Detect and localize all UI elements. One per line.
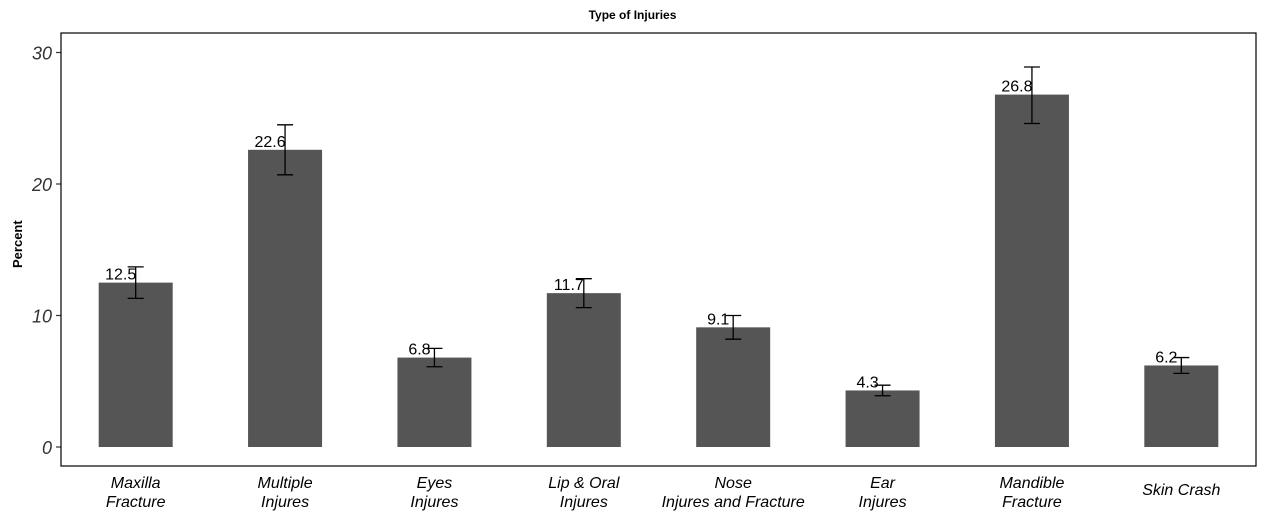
data-label: 9.1	[707, 311, 729, 328]
data-label: 26.8	[1001, 79, 1032, 96]
x-tick-label: Lip & Oral	[548, 475, 620, 492]
x-tick-label: Injures	[261, 494, 309, 511]
x-tick-label: Multiple	[257, 475, 312, 492]
x-tick-label: Nose	[715, 475, 752, 492]
bar	[98, 282, 173, 447]
value-labels: 12.5 22.6 6.8 11.7 9.1 4.3 26.8 6.2	[105, 79, 1177, 392]
error-bar	[1173, 356, 1190, 375]
x-tick-label: Maxilla	[111, 475, 161, 492]
x-tick-label: Mandible	[999, 475, 1064, 492]
error-bar	[1023, 66, 1040, 125]
x-axis-labels: Maxilla Fracture Multiple Injures Eyes Injure…	[106, 475, 1221, 511]
error-bar	[277, 124, 294, 176]
bar	[397, 357, 472, 447]
y-tick-label: 30	[32, 44, 52, 64]
bar	[546, 293, 621, 447]
y-tick-label: 0	[42, 438, 52, 458]
x-tick-label: Injures	[859, 494, 907, 511]
data-label: 4.3	[856, 374, 878, 391]
y-axis-ticks: 0 10 20 30	[31, 44, 61, 458]
x-tick-label: Injures and Fracture	[662, 494, 805, 511]
error-bar	[575, 278, 592, 309]
plot-panel-border	[60, 32, 1257, 467]
chart-title: Type of Injuries	[588, 8, 677, 22]
data-label: 11.7	[554, 277, 584, 294]
x-tick-label: Ear	[870, 475, 896, 492]
y-tick-label: 20	[31, 175, 52, 195]
bar	[994, 94, 1069, 447]
x-tick-label: Injures	[560, 494, 608, 511]
data-label: 6.2	[1155, 349, 1177, 366]
data-label: 22.6	[254, 134, 285, 151]
x-tick-label: Injures	[410, 494, 458, 511]
error-bar	[874, 384, 891, 397]
error-bars	[127, 66, 1190, 397]
x-tick-label: Eyes	[417, 475, 453, 492]
x-tick-label: Fracture	[1002, 494, 1062, 511]
x-tick-label: Fracture	[106, 494, 166, 511]
y-tick-label: 10	[32, 307, 52, 327]
bar	[845, 390, 920, 447]
error-bar	[127, 266, 144, 300]
data-label: 12.5	[105, 267, 136, 284]
bar	[248, 149, 323, 447]
bars	[98, 94, 1219, 447]
bar	[696, 327, 771, 447]
bar	[1144, 365, 1219, 447]
data-label: 6.8	[408, 342, 430, 359]
error-bar	[426, 347, 443, 368]
x-tick-label: Skin Crash	[1142, 482, 1220, 499]
error-bar	[725, 314, 742, 340]
